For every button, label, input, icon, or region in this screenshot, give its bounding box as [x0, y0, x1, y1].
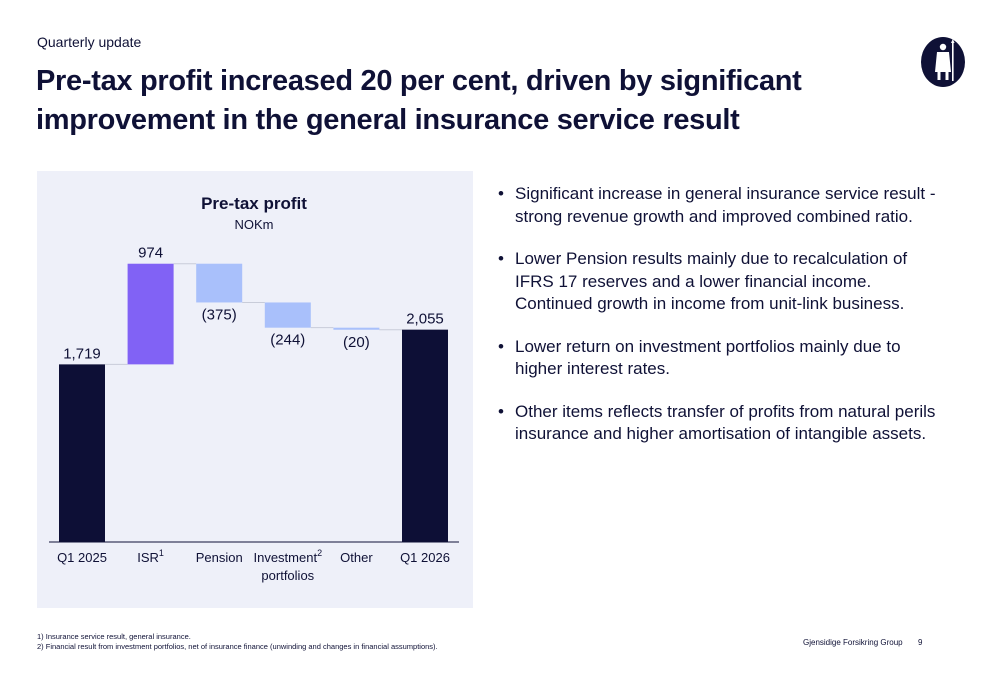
bar-isr — [127, 263, 174, 365]
bar-q1-2026 — [402, 329, 448, 542]
footnote: 1) Insurance service result, general ins… — [37, 632, 191, 641]
footnotes: 1) Insurance service result, general ins… — [37, 632, 438, 651]
chart-title: Pre-tax profit — [201, 194, 307, 213]
kicker: Quarterly update — [37, 34, 142, 50]
tick-label: Q1 2026 — [400, 550, 450, 565]
bullet-item: Significant increase in general insuranc… — [498, 183, 938, 228]
page-title: Pre-tax profit increased 20 per cent, dr… — [36, 65, 802, 136]
knight-icon — [921, 37, 965, 87]
data-label: (375) — [202, 306, 237, 323]
bullet-item: Lower return on investment portfolios ma… — [498, 336, 938, 381]
page-number: 9 — [918, 638, 923, 647]
chart-subtitle: NOKm — [235, 217, 274, 232]
footer-company: Gjensidige Forsikring Group — [803, 638, 903, 647]
bullet-item: Other items reflects transfer of profits… — [498, 401, 938, 446]
data-label: 974 — [138, 245, 163, 262]
tick-label: ISR1 — [137, 548, 164, 565]
data-label: 1,719 — [63, 345, 101, 362]
bar-investment-portfolios — [264, 302, 311, 328]
bullet-item: Lower Pension results mainly due to reca… — [498, 248, 938, 316]
tick-label: Q1 2025 — [57, 550, 107, 565]
tick-label: Investment2 — [253, 548, 322, 565]
bar-q1-2025 — [59, 364, 105, 542]
data-label: (20) — [343, 334, 370, 351]
tick-label: Other — [340, 550, 373, 565]
bar-other — [333, 327, 380, 330]
waterfall-chart: Pre-tax profit NOKm 1,719 974 (375) (244) (2… — [49, 194, 459, 583]
bullet-list: Significant increase in general insuranc… — [498, 183, 938, 466]
tick-label: portfolios — [261, 568, 314, 583]
tick-label: Pension — [196, 550, 243, 565]
bar-pension — [196, 263, 243, 303]
data-label: (244) — [270, 332, 305, 349]
footnote: 2) Financial result from investment port… — [37, 641, 438, 651]
data-label: 2,055 — [406, 311, 444, 328]
chart-panel: Pre-tax profit NOKm 1,719 974 (375) (244) (2… — [37, 171, 473, 608]
